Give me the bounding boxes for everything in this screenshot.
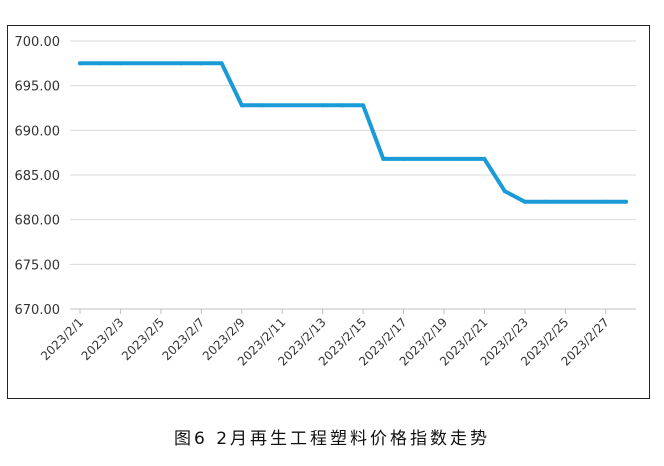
data-point (462, 156, 467, 161)
data-point (522, 199, 527, 204)
data-point (78, 61, 82, 66)
x-tick-label: 2023/2/1 (38, 315, 86, 363)
y-tick-label: 675.00 (15, 258, 61, 273)
data-point (482, 156, 487, 161)
data-point (502, 189, 507, 194)
data-point (179, 61, 184, 66)
data-point (624, 199, 628, 204)
figure-caption: 图6 2月再生工程塑料价格指数走势 (173, 429, 491, 449)
line-chart: 670.00 675.00 680.00 685.00 690.00 695.00 700.… (15, 35, 636, 369)
data-point (381, 156, 386, 161)
data-point (543, 199, 548, 204)
y-tick-label: 685.00 (15, 169, 61, 184)
y-tick-label: 680.00 (15, 214, 61, 229)
data-point (340, 103, 345, 108)
data-point (603, 199, 608, 204)
data-point (239, 103, 244, 108)
y-tick-label: 695.00 (15, 80, 61, 95)
data-point (401, 156, 406, 161)
y-tick-label: 700.00 (15, 35, 61, 50)
chart-frame: 670.00 675.00 680.00 685.00 690.00 695.00 700.… (7, 25, 650, 399)
data-point (98, 61, 103, 66)
data-point (361, 103, 366, 108)
data-point (320, 103, 325, 108)
y-tick-label: 670.00 (15, 303, 61, 318)
series-line (78, 61, 628, 204)
data-point (260, 103, 264, 108)
x-tick-label: 2023/2/7 (159, 315, 207, 363)
y-tick-label: 690.00 (15, 124, 61, 139)
x-tick-label: 2023/2/3 (79, 315, 127, 363)
data-point (219, 61, 224, 66)
data-point (118, 61, 123, 66)
data-point (199, 61, 204, 66)
x-tick-label: 2023/2/5 (119, 315, 167, 363)
